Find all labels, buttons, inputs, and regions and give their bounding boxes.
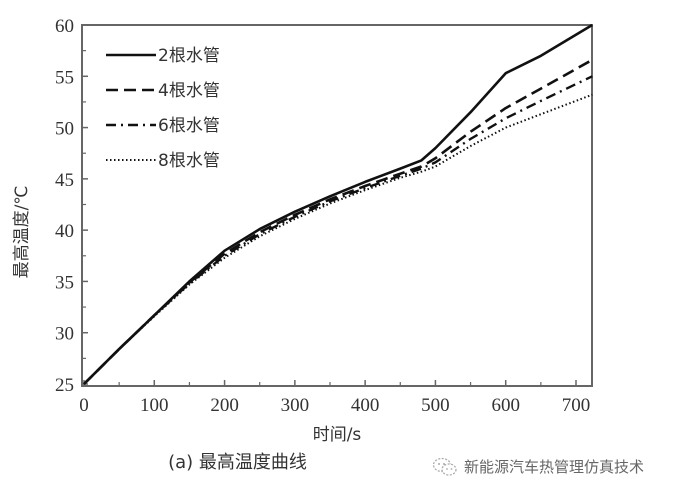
x-tick-label: 400 bbox=[351, 395, 380, 416]
x-tick-label: 700 bbox=[562, 395, 591, 416]
wechat-icon bbox=[432, 457, 457, 476]
watermark-text: 新能源汽车热管理仿真技术 bbox=[464, 458, 645, 476]
y-axis-title: 最高温度/℃ bbox=[12, 186, 32, 279]
series-line-6根水管 bbox=[83, 75, 593, 385]
series-line-4根水管 bbox=[83, 58, 593, 385]
y-axis: 25 30 35 40 45 50 55 60 bbox=[55, 16, 88, 396]
y-tick-label: 60 bbox=[55, 16, 74, 37]
x-axis: 0 100 200 300 400 500 600 700 bbox=[79, 380, 590, 416]
watermark: 新能源汽车热管理仿真技术 bbox=[432, 456, 644, 477]
x-tick-label: 200 bbox=[210, 395, 239, 416]
legend-label: 8根水管 bbox=[158, 151, 220, 171]
y-tick-label: 25 bbox=[55, 375, 74, 396]
plot-area bbox=[81, 24, 593, 387]
y-tick-label: 40 bbox=[55, 221, 74, 242]
series-lines bbox=[83, 23, 593, 385]
series-line-8根水管 bbox=[83, 93, 593, 385]
figure-caption: (a) 最高温度曲线 bbox=[168, 452, 307, 473]
y-tick-label: 50 bbox=[55, 119, 74, 140]
legend-label: 4根水管 bbox=[158, 81, 220, 101]
x-tick-label: 100 bbox=[140, 395, 169, 416]
x-tick-label: 0 bbox=[79, 395, 89, 416]
x-tick-label: 600 bbox=[491, 395, 520, 416]
y-tick-label: 35 bbox=[55, 272, 74, 293]
legend-label: 2根水管 bbox=[158, 46, 220, 66]
x-tick-label: 300 bbox=[281, 395, 310, 416]
legend-label: 6根水管 bbox=[158, 116, 220, 136]
legend: 2根水管 4根水管 6根水管 8根水管 bbox=[106, 46, 220, 171]
x-tick-label: 500 bbox=[421, 395, 450, 416]
y-tick-label: 30 bbox=[55, 324, 74, 345]
y-tick-label: 45 bbox=[55, 170, 74, 191]
x-axis-title: 时间/s bbox=[313, 425, 362, 445]
series-line-2根水管 bbox=[83, 23, 593, 385]
plot-border bbox=[81, 24, 593, 387]
y-tick-label: 55 bbox=[55, 67, 74, 88]
